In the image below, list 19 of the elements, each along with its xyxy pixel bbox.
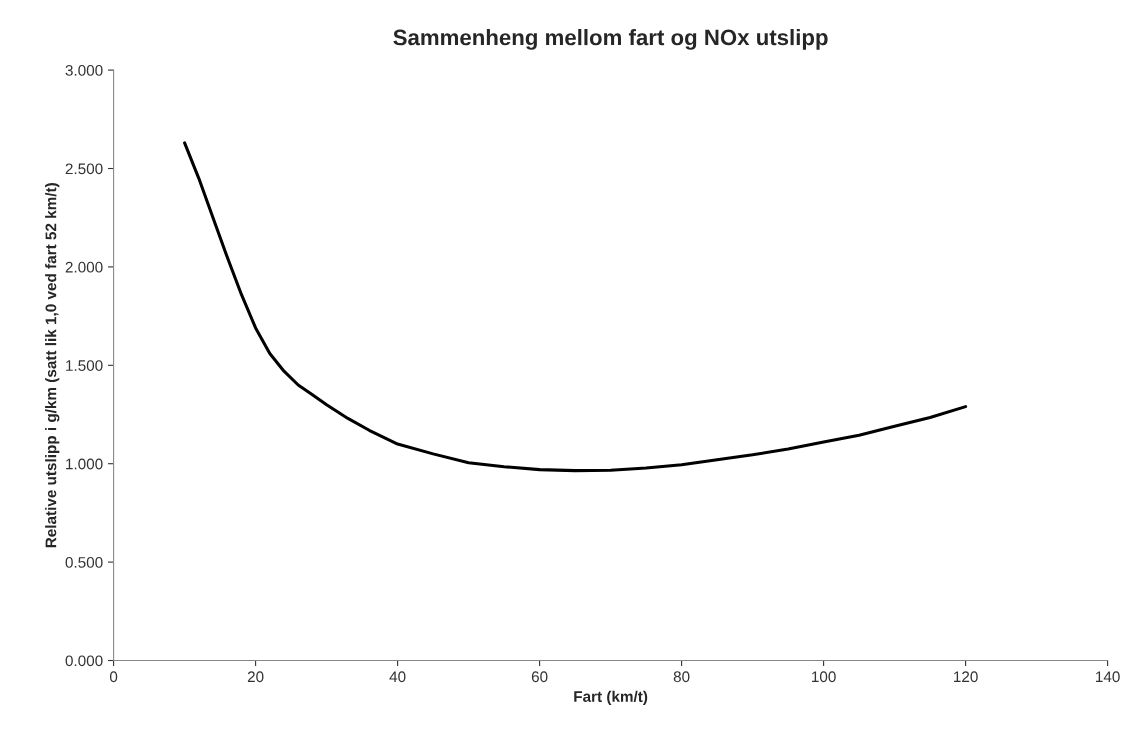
x-tick-label: 60 bbox=[531, 671, 548, 683]
chart-title: Sammenheng mellom fart og NOx utslipp bbox=[393, 29, 828, 50]
y-tick-label: 0.500 bbox=[65, 556, 103, 568]
y-tick-label: 2.000 bbox=[65, 261, 103, 273]
y-tick-label: 1.500 bbox=[66, 360, 103, 371]
x-tick-label: 20 bbox=[247, 671, 264, 683]
y-axis-title: Relative utslipp i g/km (satt lik 1,0 ved fart 52 km/t) bbox=[45, 183, 60, 548]
y-tick-label: 3.000 bbox=[65, 64, 103, 76]
y-tick-label: 2.500 bbox=[65, 163, 103, 175]
x-tick-label: 40 bbox=[389, 671, 406, 683]
y-tick-label: 0.000 bbox=[65, 655, 103, 667]
line-series bbox=[183, 141, 968, 473]
x-tick-label: 140 bbox=[1096, 671, 1120, 683]
x-tick-label: 100 bbox=[812, 671, 836, 683]
x-tick-label: 120 bbox=[954, 671, 978, 683]
x-tick-label: 0 bbox=[109, 671, 118, 683]
y-tick-label: 1.000 bbox=[66, 458, 103, 470]
x-axis-title: Fart (km/t) bbox=[574, 690, 648, 705]
x-tick-label: 80 bbox=[673, 671, 690, 683]
